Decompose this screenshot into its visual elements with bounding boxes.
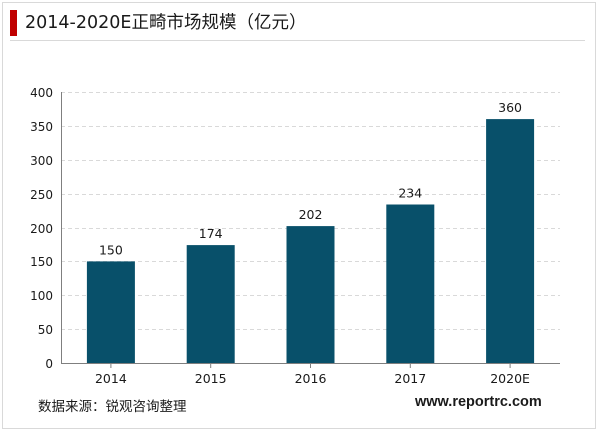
data-label: 202 bbox=[299, 207, 323, 222]
bar bbox=[286, 226, 335, 363]
data-label: 150 bbox=[99, 242, 123, 257]
data-label: 174 bbox=[199, 226, 223, 241]
y-tick-label: 0 bbox=[45, 357, 53, 371]
title-divider bbox=[10, 40, 585, 41]
website-link[interactable]: www.reportrc.com bbox=[415, 394, 542, 410]
y-tick-label: 150 bbox=[30, 255, 53, 269]
y-tick-label: 50 bbox=[38, 323, 53, 337]
bar bbox=[86, 261, 135, 363]
y-tick-label: 200 bbox=[30, 222, 53, 236]
x-tick-label: 2016 bbox=[295, 371, 327, 386]
bar bbox=[386, 204, 435, 363]
x-tick-label: 2015 bbox=[195, 371, 227, 386]
x-tick-label: 2014 bbox=[95, 371, 127, 386]
bar bbox=[486, 119, 535, 363]
data-label: 234 bbox=[398, 186, 422, 201]
y-tick-label: 300 bbox=[30, 154, 53, 168]
y-tick-label: 250 bbox=[30, 188, 53, 202]
y-tick-label: 100 bbox=[30, 289, 53, 303]
y-tick-label: 350 bbox=[30, 120, 53, 134]
y-tick-label: 400 bbox=[30, 86, 53, 100]
data-source: 数据来源：锐观咨询整理 bbox=[38, 399, 187, 415]
x-tick-label: 2017 bbox=[394, 371, 426, 386]
title-accent-bar bbox=[10, 10, 17, 36]
x-tick-label: 2020E bbox=[490, 371, 530, 386]
data-label: 360 bbox=[498, 100, 522, 115]
bar bbox=[186, 245, 235, 363]
chart-title: 2014-2020E正畸市场规模（亿元） bbox=[25, 13, 307, 33]
